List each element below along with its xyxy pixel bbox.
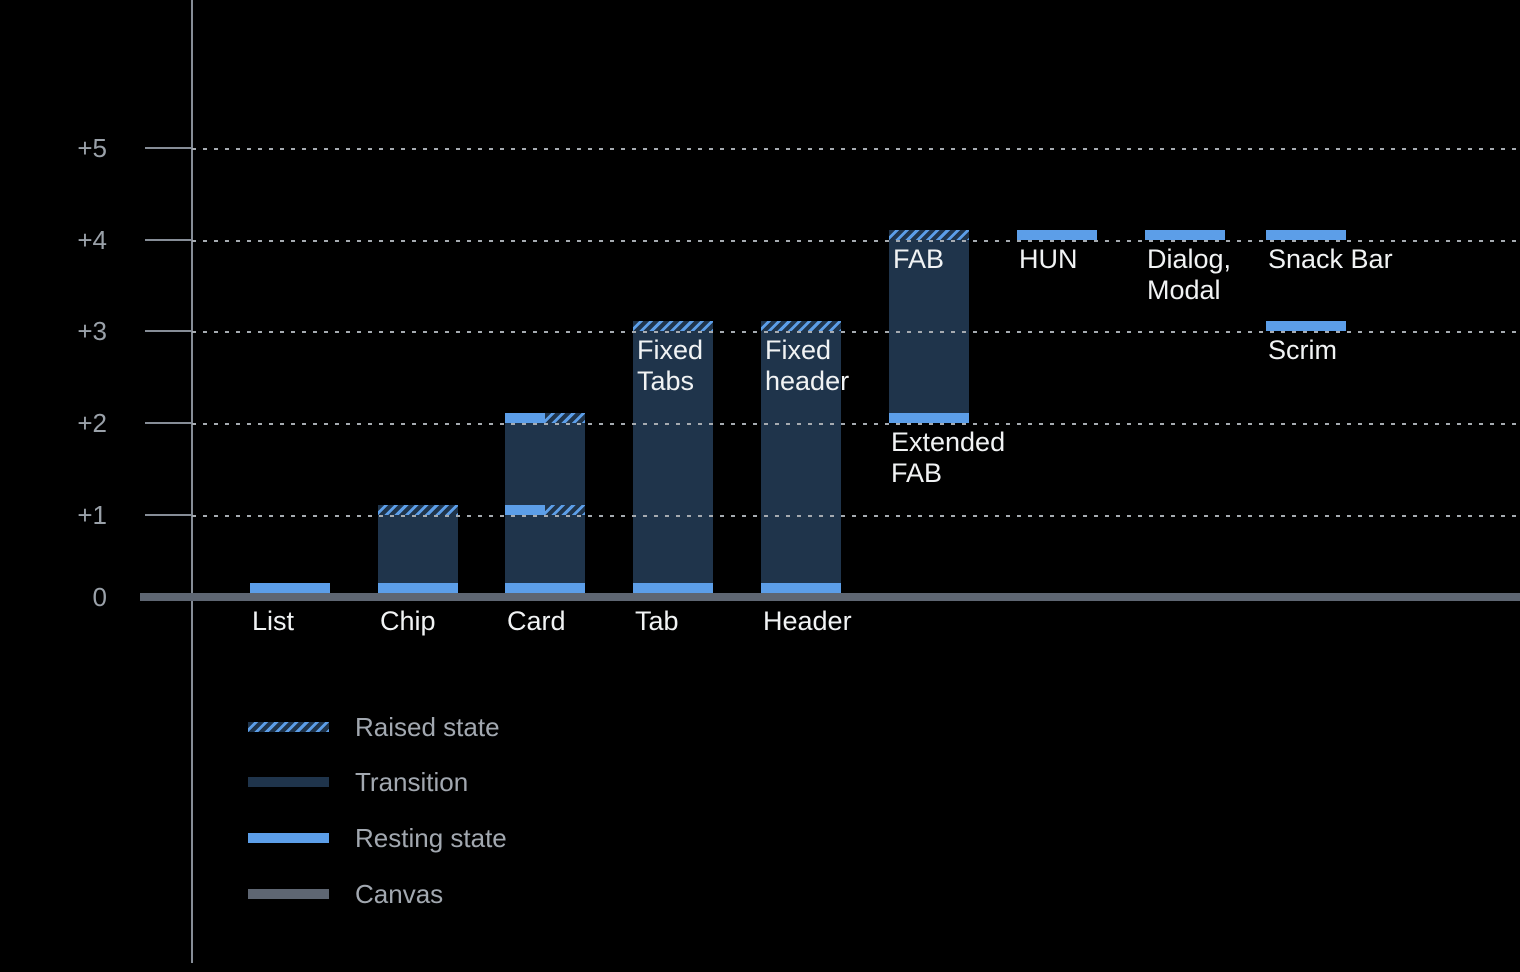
- gridline-5: [192, 148, 1520, 150]
- bar-chip-transition: [378, 505, 458, 593]
- x-axis-label-header: Header: [763, 606, 852, 636]
- bar-header-raised-band: [761, 321, 841, 331]
- legend-swatch-canvas: [248, 889, 329, 899]
- bar-card-transition: [505, 413, 585, 593]
- bar-below-label-scrim: Scrim: [1268, 335, 1337, 365]
- legend-item-raised-state: Raised state: [248, 712, 500, 742]
- bar-below-label-hun: HUN: [1019, 244, 1078, 274]
- y-tick-label-0: 0: [92, 582, 107, 612]
- bar-hun-resting-band: [1017, 230, 1097, 240]
- bar-chip-raised-band: [378, 505, 458, 515]
- canvas-line: [140, 593, 1520, 601]
- bar-below-label-dialog-modal: Dialog, Modal: [1147, 244, 1232, 305]
- y-tick-label-2: +2: [77, 408, 107, 438]
- legend-label-resting-state: Resting state: [355, 823, 507, 853]
- legend-swatch-transition: [248, 777, 329, 787]
- y-tick-1: [145, 514, 192, 516]
- x-axis-label-tab: Tab: [635, 606, 679, 636]
- x-axis-label-chip: Chip: [380, 606, 436, 636]
- bar-fab-resting-band: [889, 413, 969, 423]
- bar-card-resting-band: [505, 583, 585, 593]
- y-tick-3: [145, 330, 192, 332]
- bar-tab-resting-band: [633, 583, 713, 593]
- gridline-3: [192, 331, 1520, 333]
- legend-item-transition: Transition: [248, 767, 469, 797]
- bar-scrim-resting-band: [1266, 321, 1346, 331]
- legend-label-transition: Transition: [355, 767, 469, 797]
- bar-tab-raised-band: [633, 321, 713, 331]
- bar-inner-label-tab: Fixed Tabs: [637, 335, 704, 396]
- y-tick-label-4: +4: [77, 225, 107, 255]
- x-axis-label-list: List: [252, 606, 295, 636]
- bar-chip-resting-band: [378, 583, 458, 593]
- bar-below-label-snack-bar: Snack Bar: [1268, 244, 1393, 274]
- y-tick-label-3: +3: [77, 316, 107, 346]
- bar-card-resting-band: [505, 505, 545, 515]
- y-tick-2: [145, 422, 192, 424]
- bar-snack-bar-resting-band: [1266, 230, 1346, 240]
- gridline-2: [192, 423, 1520, 425]
- legend-swatch-raised-state: [248, 722, 329, 732]
- bar-card-raised-band: [545, 505, 585, 515]
- legend-item-resting-state: Resting state: [248, 823, 507, 853]
- bar-card-raised-band: [545, 413, 585, 423]
- gridline-4: [192, 240, 1520, 242]
- y-axis-line: [191, 0, 193, 963]
- legend-swatch-resting-state: [248, 833, 329, 843]
- legend-label-raised-state: Raised state: [355, 712, 500, 742]
- bar-list-resting-band: [250, 583, 330, 593]
- bar-inner-label-header: Fixed header: [765, 335, 850, 396]
- legend-item-canvas: Canvas: [248, 879, 444, 909]
- legend-label-canvas: Canvas: [355, 879, 444, 909]
- bar-header-transition: [761, 321, 841, 593]
- bar-fab-raised-band: [889, 230, 969, 240]
- bar-inner-label-fab: FAB: [893, 244, 945, 274]
- bar-header-resting-band: [761, 583, 841, 593]
- y-tick-4: [145, 239, 192, 241]
- bar-below-label-fab: Extended FAB: [891, 427, 1006, 488]
- x-axis-label-card: Card: [507, 606, 566, 636]
- bar-card-resting-band: [505, 413, 545, 423]
- bar-dialog-modal-resting-band: [1145, 230, 1225, 240]
- bar-tab-transition: [633, 321, 713, 593]
- y-tick-label-5: +5: [77, 133, 107, 163]
- gridline-1: [192, 515, 1520, 517]
- y-tick-5: [145, 147, 192, 149]
- y-tick-label-1: +1: [77, 500, 107, 530]
- bar-fab-transition: [889, 230, 969, 423]
